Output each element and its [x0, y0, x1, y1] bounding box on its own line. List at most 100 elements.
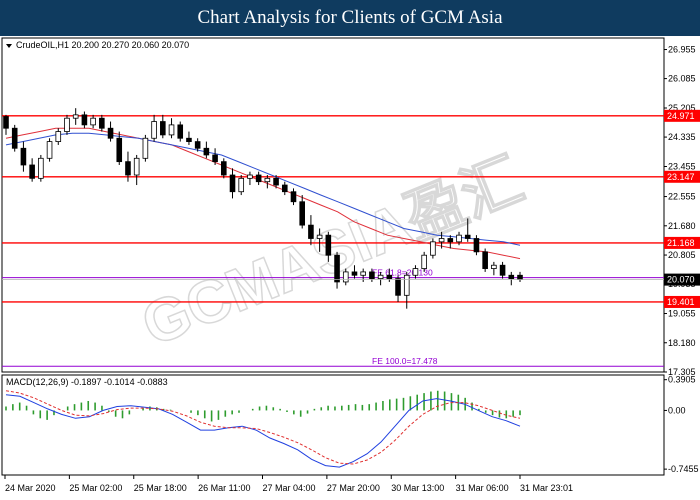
- candle-body: [264, 177, 271, 183]
- candle-body: [412, 268, 419, 276]
- candle-body: [168, 124, 175, 136]
- macd-tick-label: -0.7455: [668, 464, 699, 474]
- macd-label: MACD(12,26,9) -0.1897 -0.1014 -0.0883: [6, 377, 168, 387]
- candle-body: [308, 224, 314, 239]
- candle-body: [395, 278, 401, 296]
- time-tick-label: 25 Mar 02:00: [69, 483, 122, 493]
- moving-average-line: [5, 132, 521, 246]
- candle-body: [255, 174, 262, 183]
- candle-body: [3, 116, 9, 129]
- candle-body: [64, 117, 70, 132]
- candle-body: [290, 191, 297, 203]
- candle-body: [125, 161, 131, 176]
- price-tick-label: 26.085: [668, 74, 696, 84]
- candle-body: [299, 201, 305, 226]
- candle-body: [499, 264, 506, 276]
- dropdown-triangle-icon[interactable]: [6, 44, 12, 48]
- candle-body: [247, 174, 253, 179]
- time-tick-label: 24 Mar 2020: [5, 483, 56, 493]
- candle-body: [116, 137, 123, 163]
- candle-body: [342, 271, 349, 283]
- candle-body: [72, 114, 79, 119]
- level-badge: [664, 295, 700, 308]
- candle-body: [369, 271, 375, 280]
- price-tick-label: 21.680: [668, 221, 696, 231]
- candle-body: [473, 238, 480, 253]
- candle-body: [177, 124, 184, 139]
- price-tick-label: 20.805: [668, 250, 696, 260]
- level-badge-label: 21.168: [667, 238, 695, 248]
- candle-body: [334, 254, 340, 283]
- level-badge: [664, 170, 700, 183]
- candle-body: [46, 141, 53, 159]
- symbol-info: CrudeOIL,H1 20.200 20.270 20.060 20.070: [16, 40, 189, 50]
- level-badge-label: 23.147: [667, 172, 695, 182]
- level-badge: [664, 236, 700, 249]
- candle-body: [421, 254, 427, 269]
- macd-tick-label: 0.3905: [668, 375, 696, 385]
- candle-body: [325, 234, 332, 256]
- level-badge: [664, 109, 700, 122]
- candle-body: [464, 234, 471, 239]
- fibonacci-label: FE 61.8=20.130: [372, 268, 433, 278]
- time-tick-label: 26 Mar 11:00: [198, 483, 250, 493]
- candle-body: [107, 127, 114, 139]
- candle-body: [316, 234, 323, 239]
- level-badge-label: 24.971: [667, 111, 695, 121]
- macd-plot-frame: [1, 374, 665, 476]
- price-tick-label: 26.955: [668, 45, 696, 55]
- candle-body: [351, 271, 358, 276]
- candle-body: [186, 137, 192, 142]
- candle-body: [203, 147, 210, 156]
- candle-body: [151, 121, 157, 139]
- candle-body: [229, 174, 236, 193]
- time-tick-label: 27 Mar 20:00: [327, 483, 380, 493]
- candle-body: [508, 274, 515, 280]
- price-tick-label: 17.305: [668, 367, 696, 377]
- candle-body: [491, 264, 497, 269]
- candle-body: [20, 147, 27, 166]
- candle-body: [99, 117, 105, 129]
- banner-title: Chart Analysis for Clients of GCM Asia: [0, 0, 700, 36]
- price-tick-label: 25.205: [668, 103, 696, 113]
- current-price-label: 20.070: [667, 275, 695, 285]
- price-tick-label: 23.455: [668, 161, 696, 171]
- candle-body: [90, 117, 96, 126]
- fibonacci-label: FE 100.0=17.478: [372, 356, 438, 366]
- time-tick-label: 25 Mar 18:00: [134, 483, 187, 493]
- candle-body: [133, 157, 140, 176]
- candle-body: [160, 121, 166, 136]
- level-badge-label: 19.401: [667, 297, 695, 307]
- candle-body: [11, 127, 18, 149]
- price-tick-label: 24.335: [668, 132, 696, 142]
- price-tick-label: 22.555: [668, 192, 696, 202]
- candle-body: [482, 251, 488, 269]
- candle-body: [38, 157, 44, 179]
- current-price-badge: [664, 273, 700, 286]
- candle-body: [360, 271, 366, 276]
- time-tick-label: 31 Mar 06:00: [456, 483, 509, 493]
- time-tick-label: 30 Mar 13:00: [391, 483, 444, 493]
- candle-body: [386, 274, 393, 280]
- candle-body: [517, 274, 523, 281]
- candle-body: [377, 274, 384, 280]
- candle-body: [212, 154, 218, 163]
- candle-body: [221, 161, 227, 176]
- candle-body: [438, 238, 445, 243]
- candle-body: [281, 184, 288, 193]
- candle-body: [55, 131, 62, 142]
- candle-body: [447, 238, 454, 243]
- candle-body: [456, 234, 462, 243]
- price-tick-label: 18.180: [668, 338, 696, 348]
- candle-body: [194, 141, 201, 149]
- time-tick-label: 31 Mar 23:01: [520, 483, 573, 493]
- candle-body: [142, 137, 149, 159]
- candle-body: [29, 164, 35, 179]
- candle-body: [403, 274, 410, 296]
- candle-body: [238, 177, 245, 193]
- price-tick-label: 19.055: [668, 309, 696, 319]
- main-plot-frame: [1, 37, 665, 373]
- time-tick-label: 27 Mar 04:00: [263, 483, 316, 493]
- price-chart: GCMASIA盈汇 26.95526.08525.20524.33523.455…: [1, 37, 700, 493]
- candle-body: [430, 241, 436, 256]
